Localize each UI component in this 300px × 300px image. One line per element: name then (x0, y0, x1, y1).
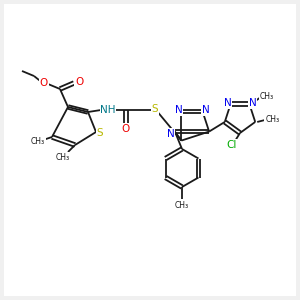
Text: N: N (175, 105, 182, 116)
Text: N: N (248, 98, 256, 108)
Text: NH: NH (100, 105, 116, 115)
Text: N: N (202, 105, 209, 116)
Text: CH₃: CH₃ (56, 152, 70, 161)
Text: N: N (224, 98, 232, 108)
Text: O: O (122, 124, 130, 134)
Text: O: O (75, 77, 83, 87)
Text: CH₃: CH₃ (265, 116, 279, 124)
Text: N: N (167, 129, 175, 139)
Text: CH₃: CH₃ (31, 137, 45, 146)
Text: CH₃: CH₃ (175, 202, 189, 211)
Text: CH₃: CH₃ (259, 92, 274, 100)
Text: S: S (97, 128, 103, 138)
Text: S: S (152, 104, 158, 114)
Text: O: O (40, 78, 48, 88)
Text: Cl: Cl (227, 140, 237, 150)
